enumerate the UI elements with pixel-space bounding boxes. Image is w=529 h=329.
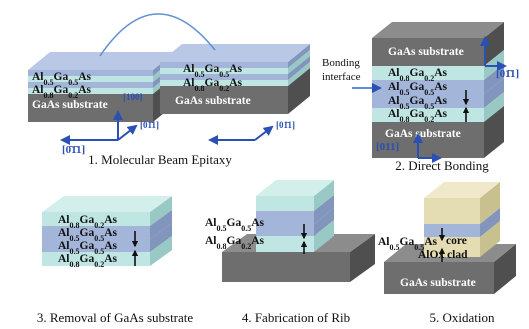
block-face [222,252,350,282]
block-face [256,236,314,252]
caption: 2. Direct Bonding [395,158,489,173]
caption: 4. Fabrication of Rib [242,310,350,325]
axis-label: [0̄1̄1] [62,144,85,156]
layer-label: GaAs substrate [388,46,464,58]
block-face [160,44,310,62]
page: Al0.5Ga0.5As Al0.8Ga0.2As GaAs substrate… [0,0,529,329]
caption: 1. Molecular Beam Epitaxy [88,152,232,167]
block-face [256,224,314,236]
block-face [160,62,288,68]
layer-label: GaAs substrate [175,95,251,107]
block-face [372,22,504,38]
axis-label: [01̄1] [496,68,519,80]
block-face [256,196,314,211]
axis-label: [01̄1] [276,120,295,130]
axis-arrow [118,126,136,140]
figure: Al0.5Ga0.5As Al0.8Ga0.2As GaAs substrate… [0,0,529,329]
layer-label: Al0.5Ga0.5As [205,217,265,233]
axis-label: [011] [376,141,399,153]
layer-label: GaAs substrate [400,277,476,289]
block-face [424,198,480,224]
block-face [42,196,172,212]
caption: 5. Oxidation [430,310,495,325]
layer-label: Al0.8Ga0.2As [58,253,118,269]
axis-arrow [255,127,272,140]
layer-label: GaAs substrate [32,99,108,111]
block-face [256,211,314,224]
axis-label: [100] [123,92,143,102]
layer-label: GaAs substrate [385,128,461,140]
layer-label: core [446,235,467,247]
layer-label: AlOx clad [418,249,468,261]
axis-label: [01̄1] [140,120,159,130]
caption: 3. Removal of GaAs substrate [37,310,194,325]
